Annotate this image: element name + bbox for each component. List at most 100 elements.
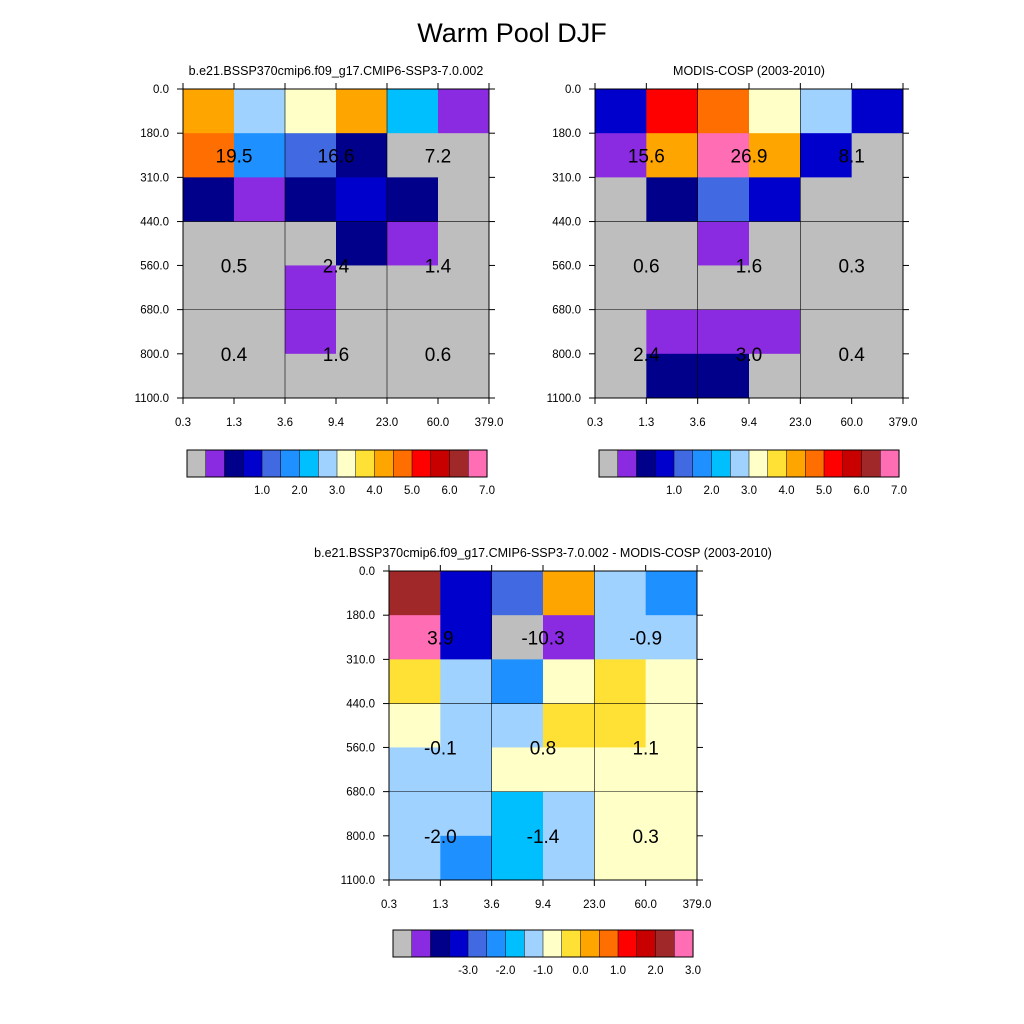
panel-title: b.e21.BSSP370cmip6.f09_g17.CMIP6-SSP3-7.… [189,64,484,78]
block-value-label: 3.9 [427,628,453,649]
colorbar-label: 5.0 [404,485,420,497]
colorbar-swatch [392,929,413,958]
heatmap-cell [234,265,286,311]
block-value-label: 15.6 [628,146,665,167]
y-tick-label: 310.0 [552,172,581,184]
heatmap-cell [594,615,647,660]
heatmap-cell [183,221,235,266]
heatmap-cell [594,659,647,705]
heatmap-cell [336,89,388,134]
x-tick-label: 379.0 [475,417,504,429]
heatmap-cell [697,221,750,266]
heatmap-cell [800,309,853,355]
heatmap-cell [285,309,337,355]
colorbar-swatch [805,449,825,478]
heatmap-cell [645,703,698,748]
heatmap-cell [387,133,439,178]
colorbar-swatch [730,449,750,478]
y-tick-label: 440.0 [552,217,581,229]
heatmap-cell [543,571,595,616]
colorbar-swatch [411,929,432,958]
heatmap-cell [595,221,647,266]
heatmap-cell [336,309,388,355]
y-tick-label: 680.0 [140,305,169,317]
heatmap-cell [595,133,647,178]
heatmap-cell [387,221,439,266]
colorbar-swatch [467,929,488,958]
colorbar-frame [186,449,488,478]
block-value-label: 19.5 [216,146,253,167]
x-tick-label: 23.0 [376,417,398,429]
heatmap-cell [851,221,904,266]
heatmap-cell [543,615,595,660]
y-tick-label: 800.0 [346,831,375,843]
y-tick-label: 180.0 [346,610,375,622]
heatmap-cell [645,791,698,837]
heatmap-cell [851,353,904,399]
y-tick-label: 180.0 [552,128,581,140]
colorbar-label: 0.0 [573,965,589,977]
heatmap-cell [851,265,904,311]
block-value-label: 26.9 [731,146,768,167]
colorbar-label: 4.0 [779,485,795,497]
heatmap-cell [697,133,750,178]
heatmap-cell [594,791,647,837]
heatmap-cell [440,571,493,616]
heatmap-cell [749,177,801,223]
y-tick-label: 680.0 [346,787,375,799]
colorbar-swatch [861,449,881,478]
heatmap-cell [646,353,699,399]
heatmap-cell [543,791,595,837]
x-tick-label: 1.3 [226,417,242,429]
heatmap-cell [440,747,493,793]
colorbar-label: 7.0 [891,485,907,497]
heatmap-cell [387,309,439,355]
heatmap-cell [543,659,595,705]
block-value-label: 0.4 [838,345,865,366]
heatmap-cell [543,703,595,748]
heatmap-cell [491,835,544,881]
heatmap-cell [800,353,853,399]
x-tick-label: 3.6 [690,417,706,429]
colorbar-swatch [767,449,788,478]
block-value-label: 0.6 [633,257,659,278]
colorbar-swatch [598,449,619,478]
colorbar-swatch [542,929,563,958]
heatmap-cell [595,89,647,134]
colorbar-swatch [430,449,451,478]
heatmap-cell [749,353,801,399]
heatmap-cell [183,353,235,399]
colorbar-frame [598,449,900,478]
block-value-label: 7.2 [425,146,451,167]
heatmap-cell [285,89,337,134]
heatmap-cell [234,133,286,178]
colorbar-swatch [336,449,357,478]
heatmap-cell [336,265,388,311]
heatmap-cell [336,133,388,178]
heatmap-cell [387,177,439,223]
block-value-label: -1.4 [527,827,560,848]
colorbar-swatch [561,929,582,958]
heatmap-cell [646,89,699,134]
heatmap-cell [438,265,490,311]
colorbar-swatch [842,449,863,478]
y-tick-label: 680.0 [552,305,581,317]
colorbar-swatch [186,449,207,478]
heatmap-cell [645,835,698,881]
colorbar-swatch [674,929,694,958]
heatmap-cell [851,89,904,134]
y-tick-label: 1100.0 [547,393,581,405]
x-tick-label: 0.3 [587,417,603,429]
heatmap-cell [285,177,337,223]
heatmap-cell [389,747,441,793]
block-value-label: 1.4 [425,257,452,278]
y-tick-label: 440.0 [140,217,169,229]
colorbar-label: -1.0 [533,965,553,977]
heatmap-cell [645,571,698,616]
heatmap-cell [440,615,493,660]
colorbar: 1.0 2.0 3.0 4.0 5.0 6.0 7.0 [598,449,907,497]
block-value-label: 1.1 [632,739,658,760]
colorbar-swatch [636,929,657,958]
x-tick-label: 23.0 [583,899,605,911]
heatmap-cell [749,89,801,134]
